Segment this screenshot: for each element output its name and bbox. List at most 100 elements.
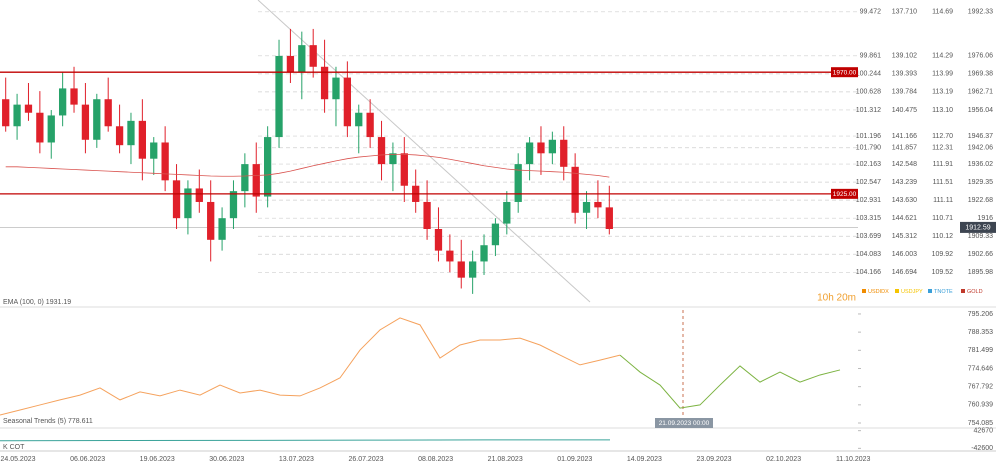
y-tick-label: 114.29 xyxy=(932,53,953,60)
x-tick-label: 02.10.2023 xyxy=(766,456,801,463)
y-tick-label: 1969.38 xyxy=(968,71,993,78)
y-tick-label: 1956.04 xyxy=(968,107,993,114)
y-tick-label: 774.646 xyxy=(968,365,993,372)
y-tick-label: 754.085 xyxy=(968,420,993,427)
y-tick-label: 102.163 xyxy=(856,161,881,168)
series-line xyxy=(0,317,621,416)
candle-body xyxy=(161,142,169,181)
x-tick-label: 30.06.2023 xyxy=(209,456,244,463)
y-tick-label: 111.51 xyxy=(933,179,953,186)
y-tick-label: 113.10 xyxy=(932,107,953,114)
legend-swatch xyxy=(961,289,965,293)
y-tick-label: 113.99 xyxy=(932,71,953,78)
candle-body xyxy=(355,112,363,127)
candle-body xyxy=(571,166,579,213)
y-tick-label: 110.12 xyxy=(932,233,953,240)
x-tick-label: 11.10.2023 xyxy=(836,456,871,463)
y-tick-label: 1942.06 xyxy=(968,145,993,152)
y-tick-label: 109.92 xyxy=(932,251,954,258)
y-tick-label: 1976.06 xyxy=(968,53,993,60)
candle-body xyxy=(115,126,124,146)
candle-body xyxy=(582,201,591,213)
y-tick-label: 109.52 xyxy=(932,269,954,276)
level-label-box xyxy=(831,67,858,78)
candle-body xyxy=(218,218,226,240)
candle-body xyxy=(104,99,112,127)
candle-body xyxy=(457,261,465,278)
series-line xyxy=(0,439,611,442)
ema-line xyxy=(5,153,610,178)
y-tick-label: 101.312 xyxy=(856,107,881,114)
y-tick-label: 104.166 xyxy=(856,269,881,276)
y-tick-label: 113.19 xyxy=(932,89,953,96)
candle-body xyxy=(514,164,522,202)
candle-body xyxy=(207,201,215,240)
y-tick-label: 143.239 xyxy=(892,179,917,186)
y-tick-label: 1946.37 xyxy=(968,133,993,140)
y-tick-label: 142.548 xyxy=(892,161,917,168)
y-tick-label: 146.694 xyxy=(892,269,917,276)
y-tick-label: 1895.98 xyxy=(968,269,993,276)
level-label-box xyxy=(831,188,858,199)
candle-body xyxy=(423,201,431,229)
candle-body xyxy=(47,115,55,143)
candle-body xyxy=(366,112,374,138)
y-tick-label: 1936.02 xyxy=(968,161,993,168)
y-tick-label: 102.931 xyxy=(856,197,881,204)
candle-body xyxy=(81,104,90,140)
y-tick-label: 99.472 xyxy=(860,9,882,16)
candle-body xyxy=(537,142,545,154)
y-tick-label: 767.792 xyxy=(968,383,993,390)
x-tick-label: 13.07.2023 xyxy=(279,456,314,463)
annotation-box xyxy=(655,418,713,428)
candle-body xyxy=(36,112,44,143)
y-tick-label: 114.69 xyxy=(932,9,953,16)
y-tick-label: 137.710 xyxy=(892,9,917,16)
candle-body xyxy=(298,45,306,73)
last-price-box xyxy=(960,221,996,233)
candle-body xyxy=(275,55,283,138)
x-tick-label: 01.09.2023 xyxy=(557,456,592,463)
y-tick-label: 1916 xyxy=(977,215,993,222)
candle-body xyxy=(263,137,272,197)
candle-body xyxy=(468,261,477,278)
candle-body xyxy=(434,229,443,251)
legend-swatch xyxy=(928,289,932,293)
x-tick-label: 21.08.2023 xyxy=(488,456,523,463)
candle-body xyxy=(93,99,101,140)
candle-body xyxy=(58,88,67,116)
candle-body xyxy=(400,153,408,186)
x-tick-label: 24.05.2023 xyxy=(0,456,35,463)
y-tick-label: 139.393 xyxy=(892,71,917,78)
indicator-label: Seasonal Trends (5) 778.611 xyxy=(3,418,93,425)
candle-body xyxy=(70,88,78,105)
candle-body xyxy=(446,250,454,262)
level-label: 1925.00 xyxy=(833,191,857,198)
legend-label: TNOTE xyxy=(934,289,953,295)
legend-swatch xyxy=(862,289,866,293)
candle-body xyxy=(332,77,340,100)
y-tick-label: 104.083 xyxy=(856,251,881,258)
candle-body xyxy=(605,207,613,229)
candle-body xyxy=(150,142,158,159)
x-tick-label: 23.09.2023 xyxy=(696,456,731,463)
candle-body xyxy=(377,137,386,165)
x-tick-label: 08.08.2023 xyxy=(418,456,453,463)
countdown: 10h 20m xyxy=(817,293,856,304)
y-tick-label: 103.699 xyxy=(856,233,881,240)
candle-body xyxy=(229,191,238,219)
candle-body xyxy=(241,164,249,192)
y-tick-label: 103.315 xyxy=(856,215,881,222)
y-tick-label: 1962.71 xyxy=(968,89,993,96)
candle-body xyxy=(343,77,352,127)
candle-body xyxy=(309,45,317,67)
annotation: 21.09.2023 00:00 xyxy=(659,420,710,427)
y-tick-label: 101.790 xyxy=(856,145,881,152)
candle-body xyxy=(286,55,295,73)
candle-body xyxy=(172,180,181,219)
y-tick-label: 139.784 xyxy=(892,89,917,96)
y-tick-label: 99.861 xyxy=(860,53,882,60)
y-tick-label: 1909.33 xyxy=(968,233,993,240)
y-tick-label: 144.621 xyxy=(892,215,917,222)
y-tick-label: 1929.35 xyxy=(968,179,993,186)
